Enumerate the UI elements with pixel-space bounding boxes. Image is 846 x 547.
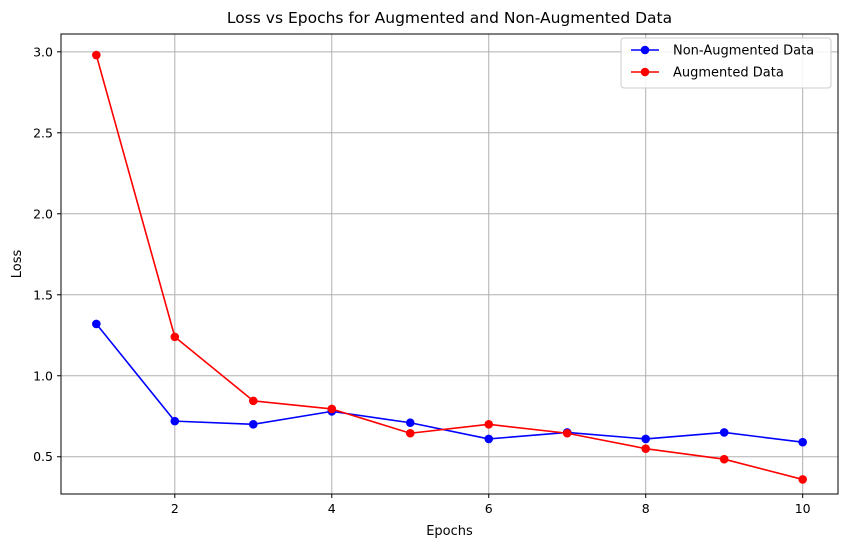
series-layer [92,50,807,484]
series-augmented [92,50,807,484]
data-point [248,420,258,429]
data-point [719,428,729,437]
legend-marker [640,45,650,55]
y-tick-label: 1.0 [33,368,53,383]
x-tick-label: 6 [485,501,493,516]
x-tick-label: 10 [795,501,811,516]
legend-marker [640,67,650,77]
data-point [405,428,415,438]
x-axis-label: Epochs [426,524,473,539]
data-point [405,418,415,428]
data-point [484,434,494,444]
x-tick-label: 8 [642,501,650,516]
data-point [248,396,258,406]
series-non-augmented [92,319,807,447]
data-point [92,50,101,60]
y-tick-label: 0.5 [33,449,53,464]
data-point [719,454,729,464]
plot-frame [60,33,839,495]
chart-title: Loss vs Epochs for Augmented and Non-Aug… [227,9,672,27]
x-tick-label: 4 [328,501,336,516]
data-point [170,416,180,426]
series-line [95,54,803,481]
data-point [484,420,494,429]
x-tick-label: 2 [171,501,179,516]
data-point [92,319,101,329]
data-point [641,434,651,444]
data-point [798,437,807,447]
legend-item: Augmented Data [631,66,784,81]
axis-ticks: 2 4 6 8 10 0.5 1.0 1.5 2.0 2.5 3.0 [33,44,811,516]
y-axis-label: Loss [10,250,25,279]
legend-label: Non-Augmented Data [673,44,814,59]
data-point [641,444,651,453]
data-point [170,332,180,342]
y-tick-label: 3.0 [33,44,53,59]
legend-item: Non-Augmented Data [631,44,814,59]
y-tick-label: 2.5 [33,125,53,140]
data-point [798,475,807,484]
data-point [562,428,572,438]
series-line [95,323,803,443]
y-tick-label: 1.5 [33,287,53,302]
data-point [327,404,337,414]
legend-box [620,37,832,89]
legend-label: Augmented Data [673,66,784,81]
legend: Non-Augmented Data Augmented Data [620,37,832,89]
y-tick-label: 2.0 [33,206,53,221]
